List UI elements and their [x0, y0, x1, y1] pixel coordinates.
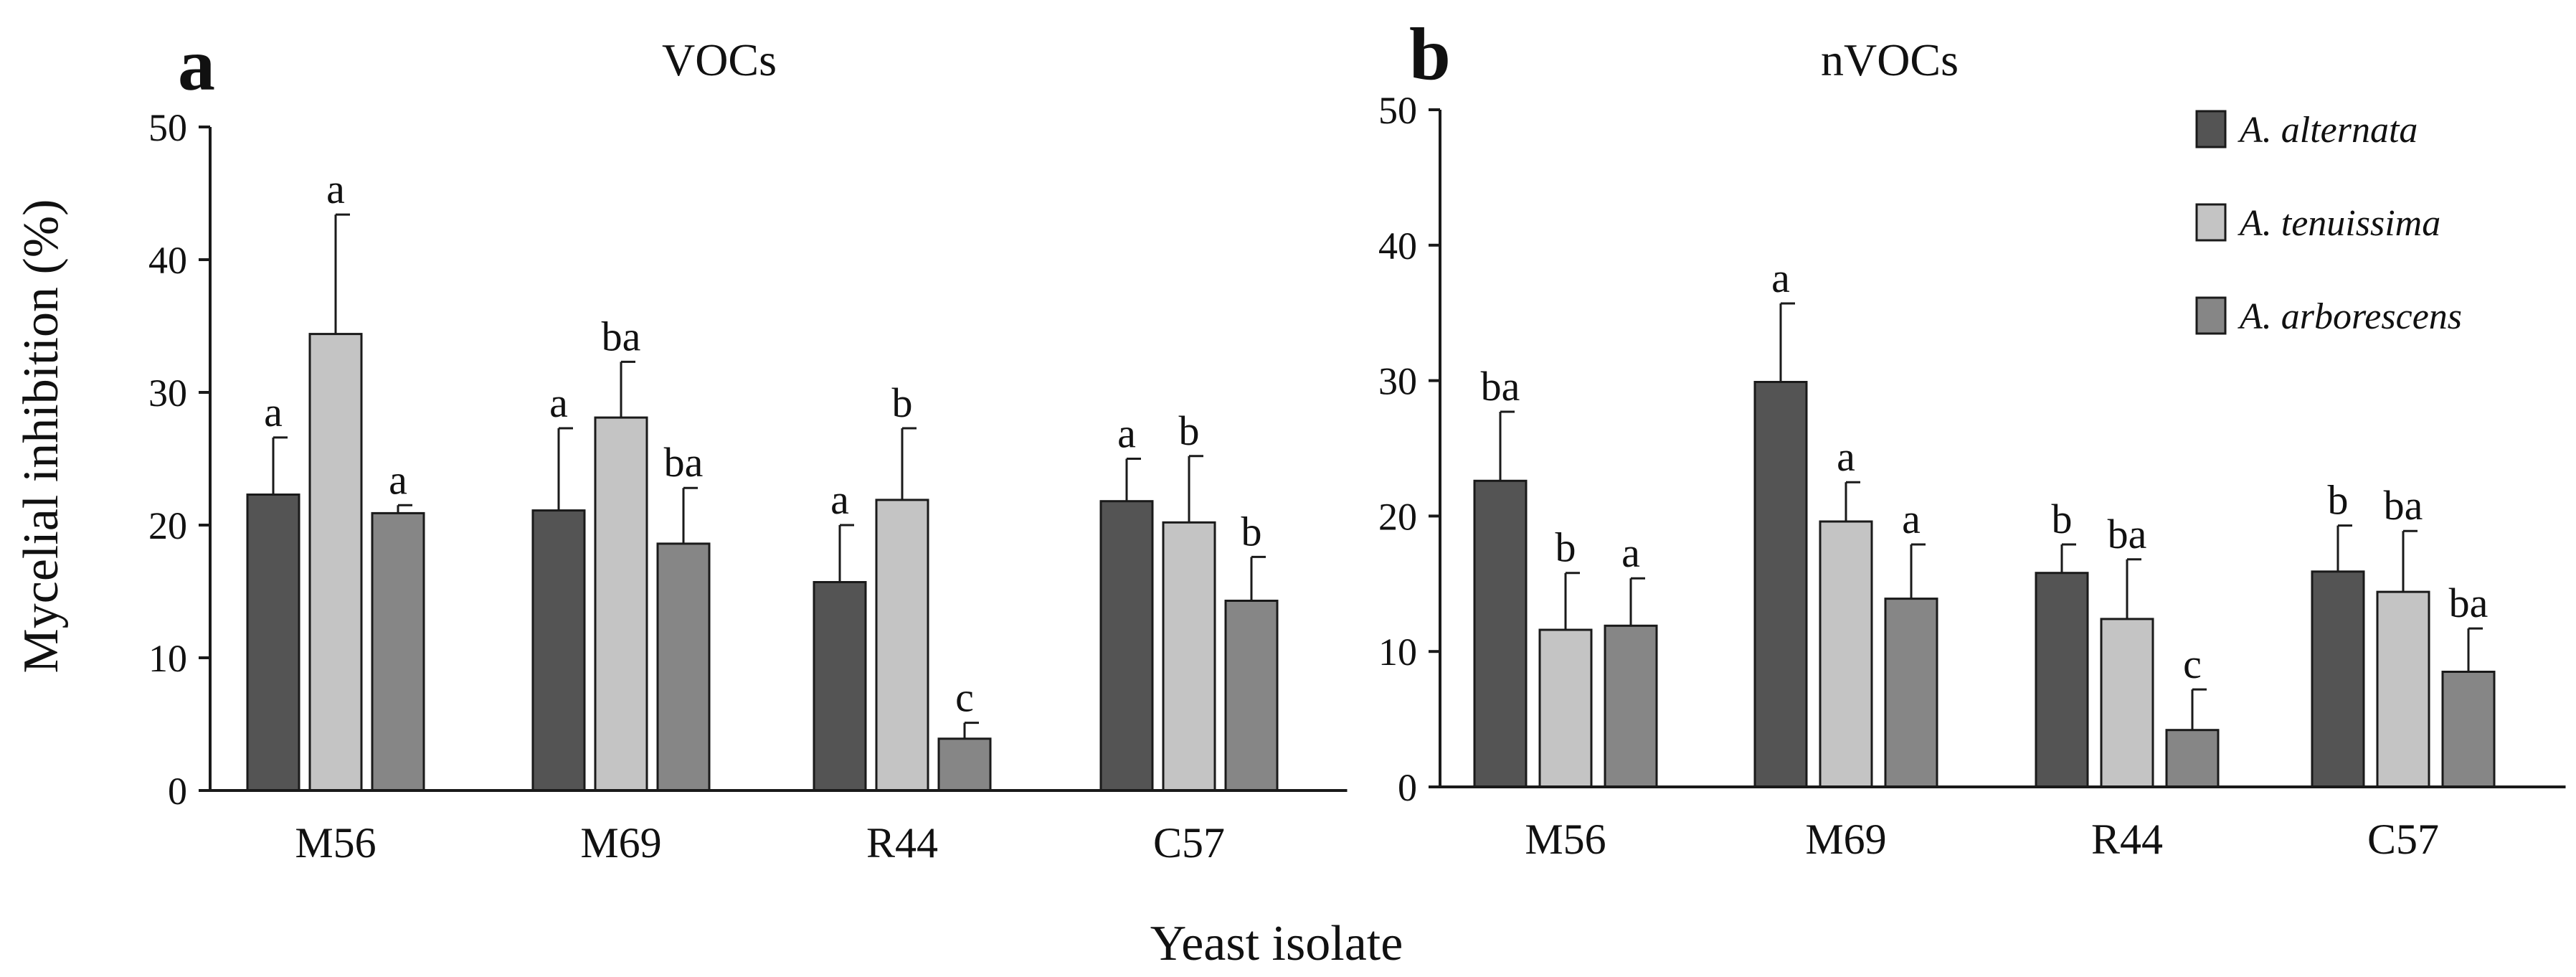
panel-a-sig-label-tenuissima-m56: a — [326, 166, 345, 212]
panel-b-sig-label-alternata-r44: b — [2052, 496, 2073, 542]
panel-a-bar-tenuissima-m56 — [308, 333, 363, 792]
panel-b-y-tick-label-50: 50 — [1378, 89, 1417, 132]
panel-b-sig-label-arborescens-m69: a — [1902, 496, 1921, 542]
panel-b-sig-label-tenuissima-m56: b — [1555, 524, 1576, 571]
panel-a-bar-arborescens-m69 — [656, 542, 711, 792]
panel-a-sig-label-alternata-m69: a — [549, 379, 568, 426]
panel-a-bar-alternata-c57 — [1099, 500, 1154, 792]
panel-b-sig-label-alternata-m69: a — [1771, 255, 1790, 301]
panel-b-bar-tenuissima-r44 — [2100, 618, 2154, 788]
panel-b-sig-label-tenuissima-r44: ba — [2108, 511, 2147, 557]
panel-b-sig-label-arborescens-c57: ba — [2449, 580, 2489, 626]
panel-a-bar-tenuissima-r44 — [875, 499, 929, 792]
panel-b-x-tick-label-m56: M56 — [1525, 816, 1606, 863]
legend-label-tenuissima: A. tenuissima — [2238, 203, 2440, 244]
panel-a-x-tick-label-c57: C57 — [1153, 819, 1225, 867]
panel-a-y-tick-label-10: 10 — [148, 637, 187, 680]
panel-b-bar-alternata-m69 — [1753, 381, 1808, 788]
legend: A. alternata A. tenuissima A. arborescen… — [2195, 110, 2462, 337]
legend-swatch-tenuissima — [2195, 203, 2227, 242]
panel-a-bar-arborescens-r44 — [937, 737, 992, 792]
panel-a-bar-alternata-m69 — [531, 509, 586, 792]
panel-a-x-tick-label-m56: M56 — [295, 819, 376, 867]
panel-a-bar-tenuissima-c57 — [1162, 521, 1216, 792]
panel-a-sig-label-arborescens-m56: a — [389, 456, 407, 503]
panel-b-bar-alternata-r44 — [2035, 572, 2089, 788]
panel-a-y-tick-label-50: 50 — [148, 106, 187, 149]
y-axis-title: Mycelial inhibition (%) — [14, 199, 69, 674]
panel-b-y-tick-label-10: 10 — [1378, 631, 1417, 674]
panel-a-y-tick-label-0: 0 — [168, 770, 187, 813]
panel-a-letter: a — [178, 24, 215, 106]
panel-a-bar-tenuissima-m69 — [594, 416, 648, 792]
panel-a-sig-label-tenuissima-m69: ba — [602, 313, 641, 359]
x-axis-title: Yeast isolate — [1150, 916, 1403, 971]
panel-a-y-tick-label-30: 30 — [148, 372, 187, 415]
panel-a-sig-label-tenuissima-r44: b — [892, 379, 913, 426]
panel-a-sig-label-alternata-r44: a — [830, 476, 849, 523]
panel-b-x-tick-label-c57: C57 — [2367, 816, 2439, 863]
panel-b-letter: b — [1409, 13, 1451, 95]
panel-b-title: nVOCs — [1821, 34, 1959, 85]
panel-b-sig-label-arborescens-m56: a — [1621, 529, 1640, 576]
panel-b-bar-tenuissima-c57 — [2376, 590, 2430, 788]
panel-a-bar-alternata-m56 — [246, 494, 300, 792]
panel-b-bar-tenuissima-m56 — [1538, 628, 1593, 788]
panel-b-bar-alternata-m56 — [1473, 479, 1528, 788]
panel-a-sig-label-arborescens-r44: c — [955, 674, 974, 721]
panel-a-x-tick-label-r44: R44 — [866, 819, 938, 867]
legend-label-arborescens: A. arborescens — [2238, 296, 2462, 337]
panel-b-sig-label-alternata-c57: b — [2328, 477, 2349, 524]
panel-b-bar-arborescens-m56 — [1604, 624, 1658, 788]
panel-b-sig-label-tenuissima-m69: a — [1837, 433, 1855, 480]
panel-b-y-tick-label-40: 40 — [1378, 225, 1417, 268]
panel-a-sig-label-alternata-c57: a — [1117, 410, 1136, 457]
legend-swatch-alternata — [2195, 110, 2227, 148]
panel-a-sig-label-alternata-m56: a — [264, 389, 283, 435]
panel-a-bar-arborescens-m56 — [371, 511, 425, 792]
panel-a-sig-label-arborescens-m69: ba — [664, 439, 704, 486]
panel-b-bar-tenuissima-m69 — [1819, 520, 1873, 788]
panel-b-sig-label-tenuissima-c57: ba — [2384, 482, 2423, 529]
panel-b-bar-arborescens-c57 — [2441, 671, 2496, 788]
panel-a-sig-label-arborescens-c57: b — [1241, 508, 1262, 554]
panel-b-x-tick-label-m69: M69 — [1805, 816, 1886, 863]
panel-b-sig-label-alternata-m56: ba — [1481, 363, 1520, 410]
panel-a-x-tick-label-m69: M69 — [580, 819, 661, 867]
panel-a-title: VOCs — [662, 34, 777, 85]
panel-b-bar-arborescens-r44 — [2165, 729, 2220, 788]
panel-b-y-tick-label-0: 0 — [1398, 766, 1417, 809]
panel-b-bar-alternata-c57 — [2311, 570, 2365, 788]
panel-a-bar-alternata-r44 — [813, 581, 867, 792]
panel-b-sig-label-arborescens-r44: c — [2183, 641, 2202, 687]
panel-b-x-tick-label-r44: R44 — [2091, 816, 2163, 863]
panel-a-y-tick-label-40: 40 — [148, 239, 187, 282]
legend-label-alternata: A. alternata — [2238, 110, 2418, 151]
legend-swatch-arborescens — [2195, 296, 2227, 335]
panel-b-y-tick-label-20: 20 — [1378, 495, 1417, 538]
panel-b-bar-arborescens-m69 — [1884, 598, 1938, 788]
panel-a-y-tick-label-20: 20 — [148, 504, 187, 547]
panel-b-y-tick-label-30: 30 — [1378, 360, 1417, 403]
panel-a-sig-label-tenuissima-c57: b — [1179, 407, 1200, 454]
panel-a-bar-arborescens-c57 — [1224, 600, 1279, 792]
